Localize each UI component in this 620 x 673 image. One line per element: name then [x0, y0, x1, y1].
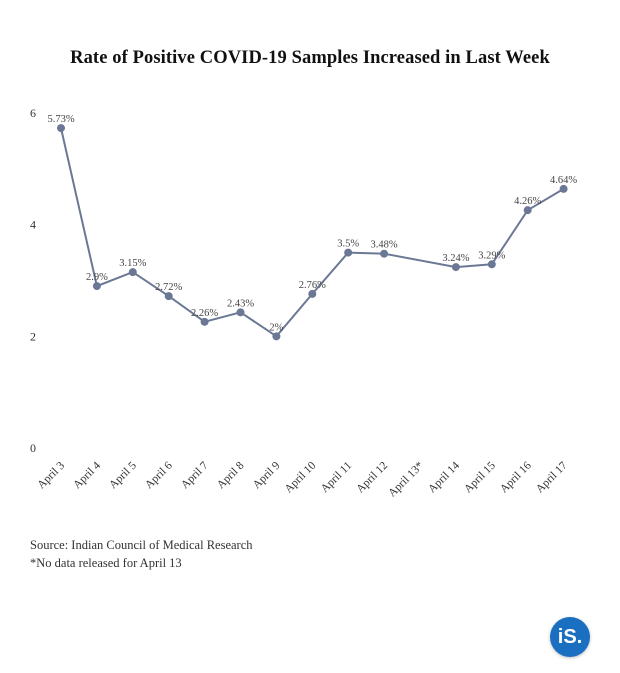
x-tick-label: April 14 — [426, 459, 462, 495]
data-point — [523, 206, 532, 215]
data-label: 4.64% — [550, 175, 577, 186]
data-point — [380, 249, 389, 258]
data-point — [128, 268, 137, 277]
x-tick-label: April 5 — [107, 459, 139, 491]
x-tick-label: April 3 — [35, 459, 67, 491]
data-point — [57, 124, 65, 133]
data-label: 2.9% — [86, 272, 108, 283]
y-tick-label: 6 — [30, 106, 36, 120]
x-tick-label: April 11 — [319, 459, 355, 495]
source-note: Source: Indian Council of Medical Resear… — [30, 538, 253, 552]
x-tick-label: April 17 — [534, 459, 570, 495]
x-tick-label: April 9 — [251, 459, 283, 491]
data-point — [308, 289, 317, 298]
brand-logo[interactable]: iS. — [550, 617, 590, 657]
x-tick-label: April 16 — [498, 459, 534, 495]
data-label: 2.72% — [155, 282, 182, 293]
data-point — [487, 260, 496, 269]
x-tick-label: April 6 — [143, 459, 175, 491]
y-tick-label: 2 — [30, 329, 36, 343]
data-point — [559, 184, 568, 193]
data-label: 4.26% — [514, 196, 541, 207]
data-label: 2.76% — [299, 280, 326, 291]
data-point — [92, 282, 101, 291]
y-tick-label: 4 — [30, 218, 36, 232]
data-point — [236, 308, 245, 317]
chart-title: Rate of Positive COVID-19 Samples Increa… — [70, 48, 550, 68]
data-label: 5.73% — [47, 114, 74, 125]
data-label: 3.24% — [442, 253, 469, 264]
data-point — [272, 332, 281, 341]
x-tick-label: April 10 — [283, 459, 319, 495]
data-point — [451, 263, 460, 272]
series-line — [60, 127, 565, 338]
data-label: 3.29% — [478, 250, 505, 261]
x-tick-label: April 12 — [354, 459, 390, 495]
y-tick-label: 0 — [30, 441, 36, 455]
footnote: *No data released for April 13 — [30, 556, 182, 570]
x-tick-label: April 4 — [71, 459, 103, 491]
x-tick-label: April 13* — [386, 459, 426, 499]
data-label: 2.26% — [191, 308, 218, 319]
data-label: 2.43% — [227, 298, 254, 309]
data-label: 2% — [269, 322, 283, 333]
data-point — [344, 248, 353, 257]
data-label: 3.15% — [119, 258, 146, 269]
x-tick-label: April 15 — [462, 459, 498, 495]
data-label: 3.48% — [371, 240, 398, 251]
x-tick-label: April 7 — [179, 459, 211, 491]
data-label: 3.5% — [337, 239, 359, 250]
data-point — [164, 292, 173, 301]
data-point — [200, 317, 209, 326]
x-tick-label: April 8 — [215, 459, 247, 491]
